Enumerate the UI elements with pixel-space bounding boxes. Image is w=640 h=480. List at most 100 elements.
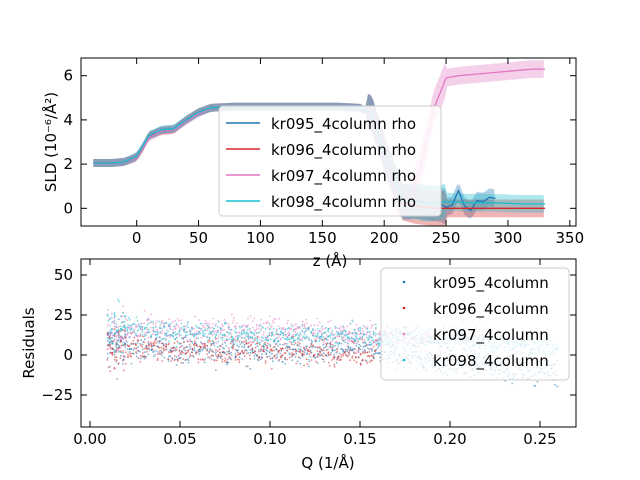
residual-point <box>362 330 364 333</box>
residual-point <box>353 328 356 331</box>
residual-point <box>201 349 204 352</box>
residual-point <box>376 347 379 349</box>
residual-point <box>314 329 317 332</box>
residual-point <box>255 337 258 339</box>
residual-point <box>175 322 178 325</box>
residual-point <box>332 334 335 336</box>
residual-point <box>215 359 218 362</box>
residual-point <box>210 342 213 345</box>
residual-point <box>281 354 284 357</box>
residual-point <box>334 336 337 338</box>
residual-point <box>253 358 256 360</box>
residual-point <box>172 321 174 324</box>
residual-point <box>109 331 112 333</box>
residual-point <box>147 328 150 331</box>
residual-point <box>279 352 282 355</box>
residual-point <box>117 344 120 347</box>
residual-point <box>196 330 198 333</box>
residual-point <box>183 325 185 328</box>
residual-point <box>374 323 377 326</box>
residual-point <box>317 337 319 339</box>
residual-point <box>243 343 246 346</box>
residual-point <box>211 334 214 337</box>
residual-point <box>266 342 269 345</box>
residual-point <box>130 362 133 365</box>
residual-point <box>279 343 281 346</box>
residual-point <box>216 325 219 328</box>
residual-point <box>284 363 287 365</box>
residual-point <box>108 336 111 339</box>
residual-point <box>357 327 360 329</box>
residual-point <box>368 348 371 351</box>
residual-point <box>212 351 215 353</box>
residual-point <box>256 345 259 347</box>
residual-point <box>327 335 329 338</box>
residual-point <box>533 385 535 387</box>
residual-point <box>115 323 118 326</box>
residual-point <box>178 331 181 333</box>
residual-point <box>276 356 279 358</box>
residual-point <box>255 323 258 326</box>
residual-point <box>193 340 196 342</box>
residual-point <box>236 344 239 347</box>
residual-point <box>299 349 301 352</box>
residual-point <box>178 334 181 337</box>
residual-point <box>313 332 316 334</box>
residual-point <box>155 350 157 352</box>
residual-point <box>113 313 116 316</box>
residual-point <box>209 327 212 329</box>
residual-point <box>215 342 218 345</box>
residual-point <box>195 337 198 339</box>
residual-point <box>268 333 271 336</box>
residual-point <box>273 349 275 352</box>
residual-point <box>187 349 190 352</box>
residual-point <box>145 333 148 336</box>
residual-point <box>143 347 146 350</box>
residual-point <box>297 348 300 350</box>
residual-point <box>141 352 144 354</box>
residual-point <box>269 338 272 341</box>
residual-point <box>121 362 124 365</box>
residual-point <box>220 354 222 356</box>
residual-point <box>180 337 183 339</box>
residual-point <box>136 349 139 352</box>
residual-point <box>278 317 281 320</box>
residual-point <box>120 330 122 333</box>
residual-point <box>359 328 362 331</box>
residual-point <box>188 343 191 346</box>
residual-point <box>348 351 351 353</box>
residual-point <box>191 351 194 354</box>
residual-point <box>259 338 262 341</box>
residual-point <box>161 320 163 322</box>
residual-point <box>157 351 160 353</box>
residuals-xtick-label: 0.25 <box>523 430 556 448</box>
residual-point <box>144 356 147 359</box>
residual-point <box>152 345 154 348</box>
residual-point <box>294 356 297 358</box>
residual-point <box>124 342 126 345</box>
residual-point <box>297 341 299 344</box>
residual-point <box>329 327 331 329</box>
residual-point <box>185 358 187 361</box>
residual-point <box>214 324 217 327</box>
residual-point <box>210 331 212 334</box>
residual-point <box>128 348 131 351</box>
residual-point <box>291 359 294 362</box>
residual-point <box>284 347 287 349</box>
residual-point <box>161 330 164 332</box>
residual-point <box>294 339 297 342</box>
residual-point <box>344 341 347 344</box>
residual-point <box>277 333 280 336</box>
residual-point <box>136 342 139 344</box>
residual-point <box>306 322 308 324</box>
residual-point <box>143 355 146 358</box>
residual-point <box>207 356 209 359</box>
residual-point <box>238 359 241 361</box>
residual-point <box>247 336 250 338</box>
residual-point <box>194 333 197 336</box>
residual-point <box>236 351 239 354</box>
residual-point <box>372 357 375 359</box>
residual-point <box>226 358 229 361</box>
residual-point <box>361 348 364 351</box>
sld-profile-chart: 0 50 100 150 200 250 300 350 0 2 4 6 z (Å) SLD (10⁻⁶/… <box>41 57 584 270</box>
